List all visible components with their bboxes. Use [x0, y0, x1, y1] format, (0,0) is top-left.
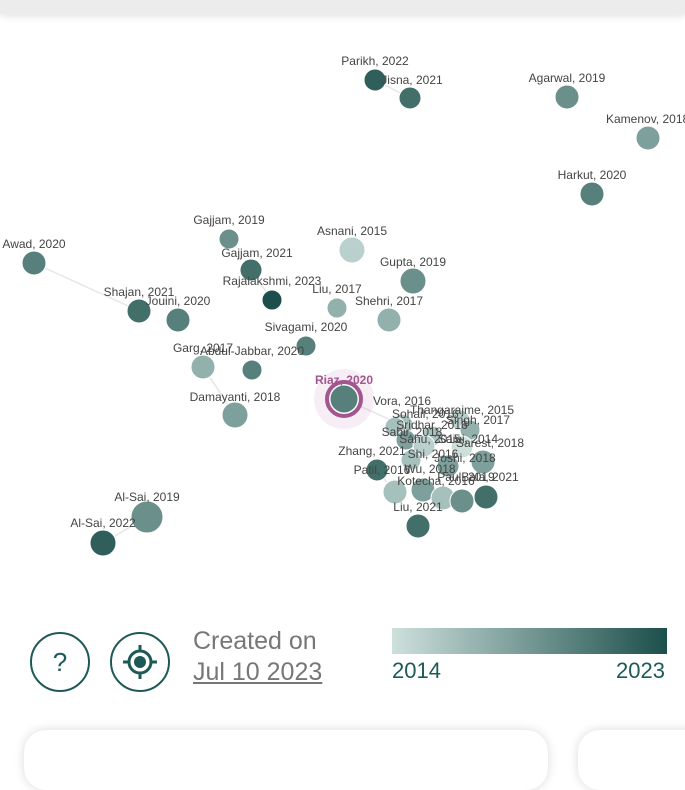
graph-edge	[33, 262, 140, 312]
node-label-asnani-2015: Asnani, 2015	[317, 224, 387, 238]
node-label-abdul-jabbar-2020: Abdul-Jabbar, 2020	[200, 344, 304, 358]
node-label-rajalakshmi-2023: Rajalakshmi, 2023	[223, 274, 322, 288]
node-label-liu-2021: Liu, 2021	[393, 500, 443, 514]
node-gajjam-2021[interactable]	[239, 258, 263, 282]
bottom-card[interactable]	[24, 730, 548, 790]
top-bar	[0, 0, 685, 14]
node-shajan-2021[interactable]	[126, 298, 152, 324]
node-label-liu-2017: Liu, 2017	[312, 282, 362, 296]
node-damayanti-2018[interactable]	[221, 401, 249, 429]
node-label-damayanti-2018: Damayanti, 2018	[190, 390, 281, 404]
node-sarest-2018[interactable]	[470, 449, 496, 475]
created-label: Created on	[193, 627, 317, 655]
node-shehri-2017[interactable]	[376, 307, 402, 333]
node-label-harkut-2020: Harkut, 2020	[558, 168, 627, 182]
node-label-gajjam-2021: Gajjam, 2021	[221, 246, 293, 260]
created-info: Created on Jul 10 2023	[193, 626, 322, 688]
node-label-saini-2014: Saini, 2014	[438, 432, 498, 446]
node-label-patil-2016: Patil, 2016	[354, 463, 411, 477]
node-label-gupta-2019: Gupta, 2019	[380, 255, 446, 269]
node-label-sabir-2018: Sabir, 2018	[382, 425, 443, 439]
node-kamenov-2018[interactable]	[635, 125, 661, 151]
node-label-gajjam-2019: Gajjam, 2019	[193, 213, 265, 227]
node-harkut-2020[interactable]	[579, 181, 605, 207]
graph-nodes[interactable]	[21, 68, 661, 557]
node-abdul-jabbar-2020[interactable]	[241, 359, 263, 381]
node-al-sai-2019[interactable]	[130, 500, 164, 534]
node-gajjam-2019[interactable]	[218, 228, 240, 250]
node-paul-2019[interactable]	[449, 488, 475, 514]
node-asnani-2015[interactable]	[338, 236, 366, 264]
node-parikh-2022[interactable]	[363, 68, 387, 92]
help-button[interactable]: ?	[30, 632, 90, 692]
node-shi-2016[interactable]	[400, 449, 422, 471]
node-label-shehri-2017: Shehri, 2017	[355, 294, 423, 308]
node-jisna-2021[interactable]	[398, 86, 422, 110]
node-zhang-2021[interactable]	[365, 458, 389, 482]
locate-button[interactable]	[110, 632, 170, 692]
node-label-parikh-2022: Parikh, 2022	[341, 54, 409, 68]
node-label-sohail-2016: Sohail, 2016	[392, 407, 459, 421]
node-label-sarest-2018: Sarest, 2018	[456, 436, 524, 450]
node-riaz-2020[interactable]	[329, 384, 359, 414]
node-bala-2021[interactable]	[473, 484, 499, 510]
node-label-kamenov-2018: Kamenov, 2018	[606, 112, 685, 126]
citation-graph[interactable]: Parikh, 2022 Jisna, 2021 Agarwal, 2019 Kame…	[0, 0, 685, 620]
node-label-jouini-2020: Jouini, 2020	[146, 294, 211, 308]
year-color-scale	[392, 628, 667, 654]
node-label-riaz-2020: Riaz, 2020	[315, 373, 373, 387]
node-label-sridhar-2016: Sridhar, 2016	[396, 418, 468, 432]
node-label-bala-2021: Bala, 2021	[461, 470, 519, 484]
node-joshi-2018[interactable]	[436, 454, 460, 478]
bottom-card-secondary[interactable]	[578, 730, 685, 790]
node-saini-2014[interactable]	[450, 435, 474, 459]
color-scale-max-label: 2023	[616, 658, 665, 683]
node-sivagami-2020[interactable]	[295, 335, 317, 357]
node-agarwal-2019[interactable]	[554, 84, 580, 110]
node-awad-2020[interactable]	[21, 250, 47, 276]
node-jouini-2020[interactable]	[165, 307, 191, 333]
node-label-singh-2017: Singh, 2017	[446, 413, 510, 427]
node-label-al-sai-2022: Al-Sai, 2022	[70, 516, 136, 530]
question-mark-icon: ?	[52, 646, 68, 677]
node-garg-2017[interactable]	[190, 354, 216, 380]
node-liu-2017[interactable]	[326, 297, 348, 319]
graph-labels: Parikh, 2022 Jisna, 2021 Agarwal, 2019 Kame…	[2, 54, 685, 530]
node-gupta-2019[interactable]	[399, 267, 427, 295]
node-liu-2021[interactable]	[405, 513, 431, 539]
node-label-sivagami-2020: Sivagami, 2020	[265, 320, 348, 334]
node-rajalakshmi-2023[interactable]	[261, 289, 283, 311]
target-icon	[123, 645, 157, 679]
node-label-sahu-2015: Sahu, 2015	[399, 432, 461, 446]
node-label-awad-2020: Awad, 2020	[2, 237, 65, 251]
node-label-jisna-2021: Jisna, 2021	[381, 73, 443, 87]
node-label-vora-2016: Vora, 2016	[373, 394, 431, 408]
node-label-shi-2016: Shi, 2016	[408, 447, 459, 461]
node-patil-2016[interactable]	[382, 479, 408, 505]
node-label-paul-2019: Paul, 2019	[437, 470, 495, 484]
node-label-shajan-2021: Shajan, 2021	[104, 285, 175, 299]
node-label-thangarajme-2015: Thangarajme, 2015	[410, 403, 514, 417]
node-sahu-2015[interactable]	[412, 434, 436, 458]
node-al-sai-2022[interactable]	[89, 529, 117, 557]
node-label-agarwal-2019: Agarwal, 2019	[529, 71, 606, 85]
created-date-link[interactable]: Jul 10 2023	[193, 658, 323, 686]
color-scale-min-label: 2014	[392, 658, 441, 683]
node-label-joshi-2018: Joshi, 2018	[434, 451, 496, 465]
node-label-wu-2018: Wu, 2018	[404, 462, 455, 476]
node-label-al-sai-2019: Al-Sai, 2019	[114, 490, 180, 504]
node-label-kotecha-2016: Kotecha, 2016	[397, 474, 475, 488]
node-label-zhang-2021: Zhang, 2021	[338, 444, 406, 458]
node-label-garg-2017: Garg, 2017	[173, 341, 233, 355]
selected-node-ring	[325, 380, 363, 418]
